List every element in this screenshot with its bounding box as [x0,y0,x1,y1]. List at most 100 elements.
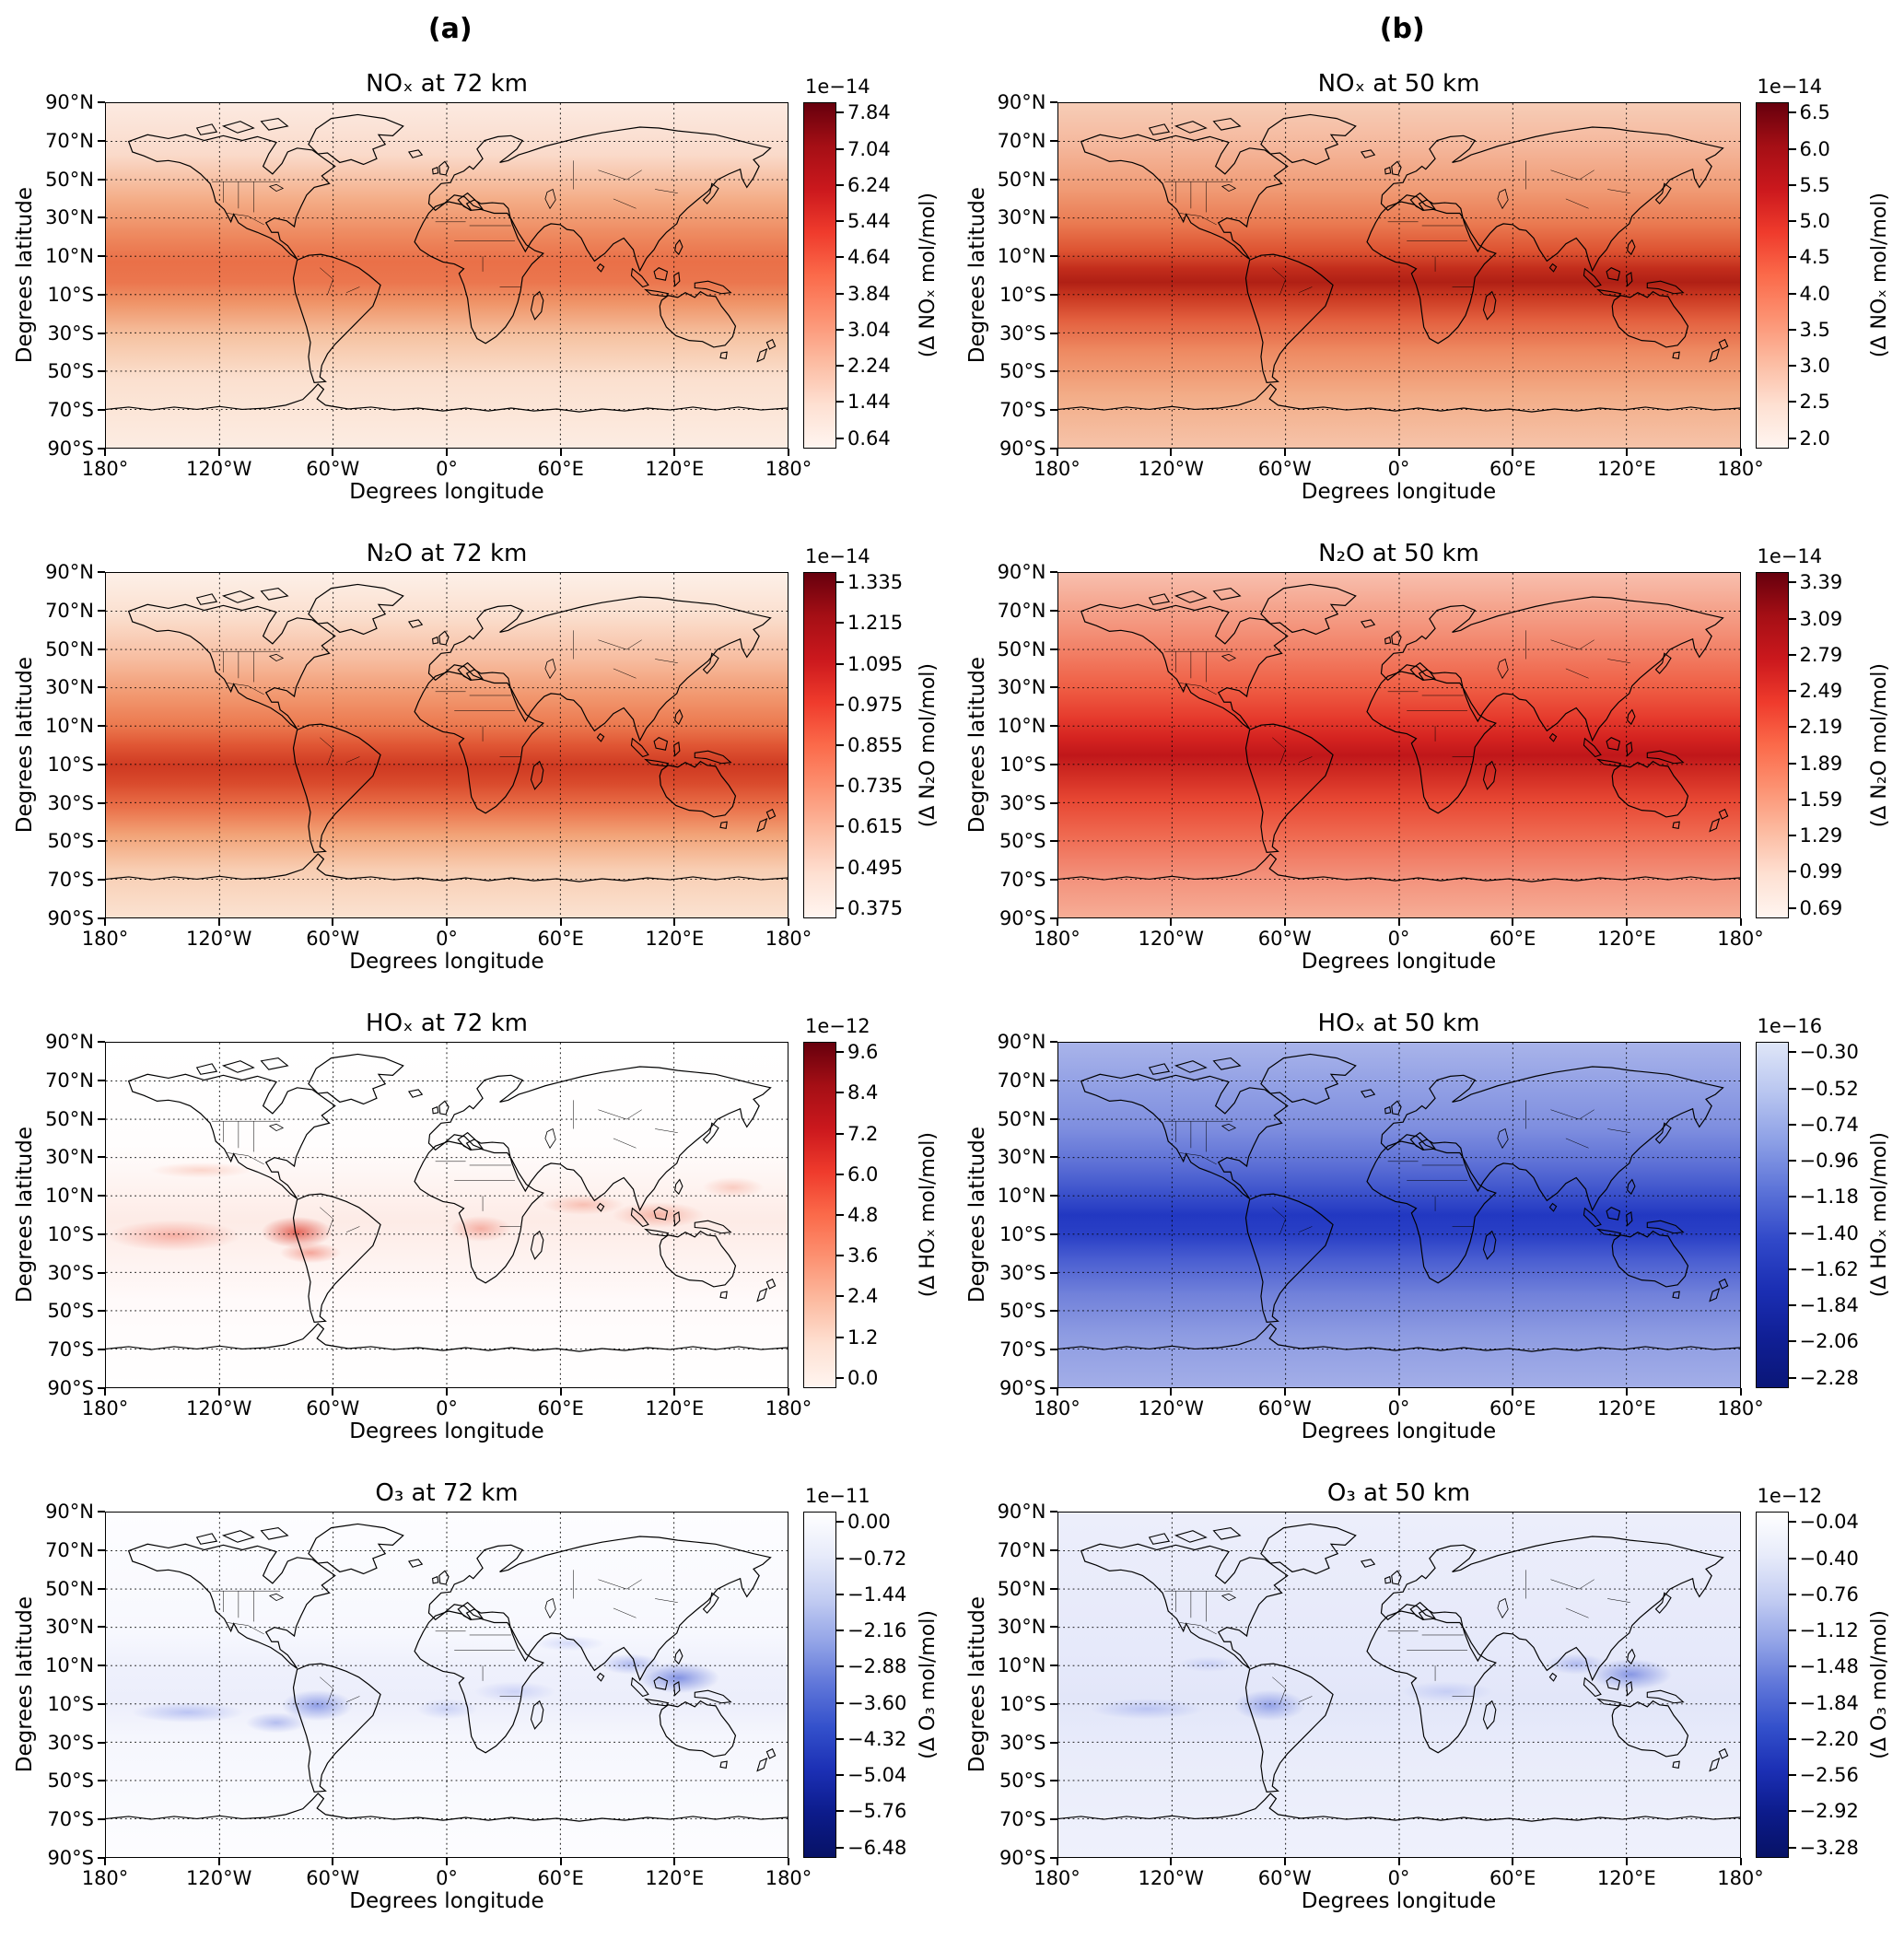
x-axis-label: Degrees longitude [349,480,544,504]
lon-tick-label: 120°E [645,1397,705,1419]
lat-tick-label: 30°S [47,791,94,814]
lat-tick-label: 10°S [47,1692,94,1715]
colorbar-ticks: 3.39 3.09 2.79 2.49 2.19 1.89 1.59 1.29 0.99 0.69 [1788,571,1866,919]
panel-title: NOₓ at 50 km [1317,70,1480,98]
colorbar-tick-label: 1.29 [1799,824,1843,847]
lon-tick-label: 60°W [1257,1397,1312,1419]
colorbar-tick-label: −1.62 [1799,1257,1859,1280]
lat-tick-label: 90°N [45,561,94,583]
lon-tick-label: 180° [1717,458,1764,480]
lat-tick-label: 30°N [45,1146,94,1169]
lat-tick-label: 70°S [47,869,94,892]
lat-tick-mark [1049,686,1057,689]
colorbar-tick-label: −3.60 [847,1691,907,1714]
lat-tick-label: 70°S [999,1808,1046,1831]
lat-tick-label: 10°S [47,753,94,776]
colorbar-tick-label: 7.04 [847,137,891,160]
lon-tick-mark [559,1858,562,1865]
lon-tick-label: 0° [1387,928,1410,950]
lon-tick-label: 60°W [306,458,360,480]
colorbar-ticks: 6.5 6.0 5.5 5.0 4.5 4.0 3.5 3.0 2.5 2.0 [1788,101,1866,450]
map-plot [105,1042,788,1388]
lon-tick-label: 120°W [1138,458,1204,480]
lat-tick-mark [1049,1232,1057,1235]
colorbar-tick-mark [1788,1267,1796,1270]
lat-tick-mark [98,370,105,373]
lat-tick-label: 30°S [47,321,94,345]
colorbar-exponent: 1e−14 [1757,545,1823,567]
lat-tick-mark [98,1349,105,1351]
lat-tick-mark [98,609,105,612]
colorbar-tick-mark [1788,1304,1796,1307]
lat-tick-label: 50°S [47,1300,94,1323]
lat-tick-mark [1049,101,1057,103]
lat-tick-mark [98,686,105,689]
colorbar-ticks: 1.335 1.215 1.095 0.975 0.855 0.735 0.615 0.495… [836,571,914,919]
lat-tick-mark [1049,178,1057,181]
colorbar-tick-label: −0.74 [1799,1113,1859,1136]
colorbar-exponent: 1e−14 [1757,76,1823,98]
lon-tick-label: 120°E [645,1867,705,1889]
lon-tick-label: 60°E [537,1397,584,1419]
colorbar-tick-mark [1788,1521,1796,1524]
x-axis-label: Degrees longitude [349,1889,544,1913]
lon-tick-mark [673,1388,676,1396]
lat-tick-mark [98,917,105,919]
colorbar-tick-label: 4.8 [847,1204,879,1226]
panel-title: N₂O at 72 km [366,540,528,567]
colorbar-tick-label: 0.00 [847,1511,891,1534]
lat-tick-mark [98,255,105,258]
map-plot [105,1512,788,1858]
colorbar-exponent: 1e−11 [805,1485,870,1507]
colorbar-tick-mark [1788,870,1796,873]
colorbar-tick-label: −0.96 [1799,1150,1859,1173]
lon-tick-mark [1739,449,1742,456]
colorbar-tick-mark [1788,220,1796,223]
colorbar-tick-label: −2.92 [1799,1800,1859,1823]
colorbar-tick-mark [836,1701,844,1704]
colorbar-tick-label: 3.09 [1799,607,1843,630]
lon-tick-mark [788,918,789,926]
lat-tick-mark [98,332,105,334]
lat-tick-label: 70°S [999,399,1046,422]
lat-tick-mark [98,139,105,142]
map-panel-b1: NOₓ at 50 km 1e−14 Degrees latitude 90°N… [952,52,1904,521]
colorbar-ticks: −0.30 −0.52 −0.74 −0.96 −1.18 −1.40 −1.62 −1.84… [1788,1041,1866,1389]
colorbar-tick-mark [1788,1376,1796,1379]
lat-tick-mark [1049,1741,1057,1744]
lat-tick-mark [98,178,105,181]
lat-tick-mark [98,1310,105,1313]
colorbar-tick-mark [1788,1810,1796,1813]
colorbar-tick-mark [836,111,844,114]
lat-tick-label: 10°N [45,1654,94,1677]
lon-tick-label: 180° [1034,1867,1080,1889]
lon-tick-mark [1170,1388,1173,1396]
lat-tick-mark [1049,1117,1057,1120]
x-axis-ticks: 180° 120°W 60°W 0° 60°E 120°E 180° [82,1388,812,1419]
lat-tick-label: 90°N [997,561,1046,583]
lon-tick-label: 120°W [186,1867,252,1889]
map-plot [105,572,788,918]
colorbar-tick-mark [836,1132,844,1135]
lat-tick-label: 70°S [999,869,1046,892]
colorbar-tick-label: −0.52 [1799,1077,1859,1100]
world-map [1057,573,1740,917]
lat-tick-mark [98,725,105,728]
colorbar-tick-mark [836,744,844,746]
colorbar-tick-label: 3.5 [1799,318,1830,341]
colorbar-tick-label: −5.04 [847,1764,907,1787]
lon-tick-mark [559,918,562,926]
colorbar-tick-mark [1788,581,1796,584]
y-axis-ticks: 90°N 70°N 50°N 30°N 10°N 10°S 30°S 50°S 70°S 90°S [37,1501,105,1869]
panel-title: HOₓ at 72 km [366,1010,528,1037]
world-map [106,103,788,448]
lon-tick-label: 120°W [186,1397,252,1419]
lon-tick-label: 180° [1034,1397,1080,1419]
lon-tick-label: 120°W [1138,1867,1204,1889]
lat-tick-label: 70°N [997,1538,1046,1561]
lat-tick-label: 10°N [997,1185,1046,1208]
colorbar-tick-label: −1.44 [847,1583,907,1606]
lat-tick-label: 90°S [999,1847,1046,1869]
x-axis-ticks: 180° 120°W 60°W 0° 60°E 120°E 180° [1034,918,1764,950]
